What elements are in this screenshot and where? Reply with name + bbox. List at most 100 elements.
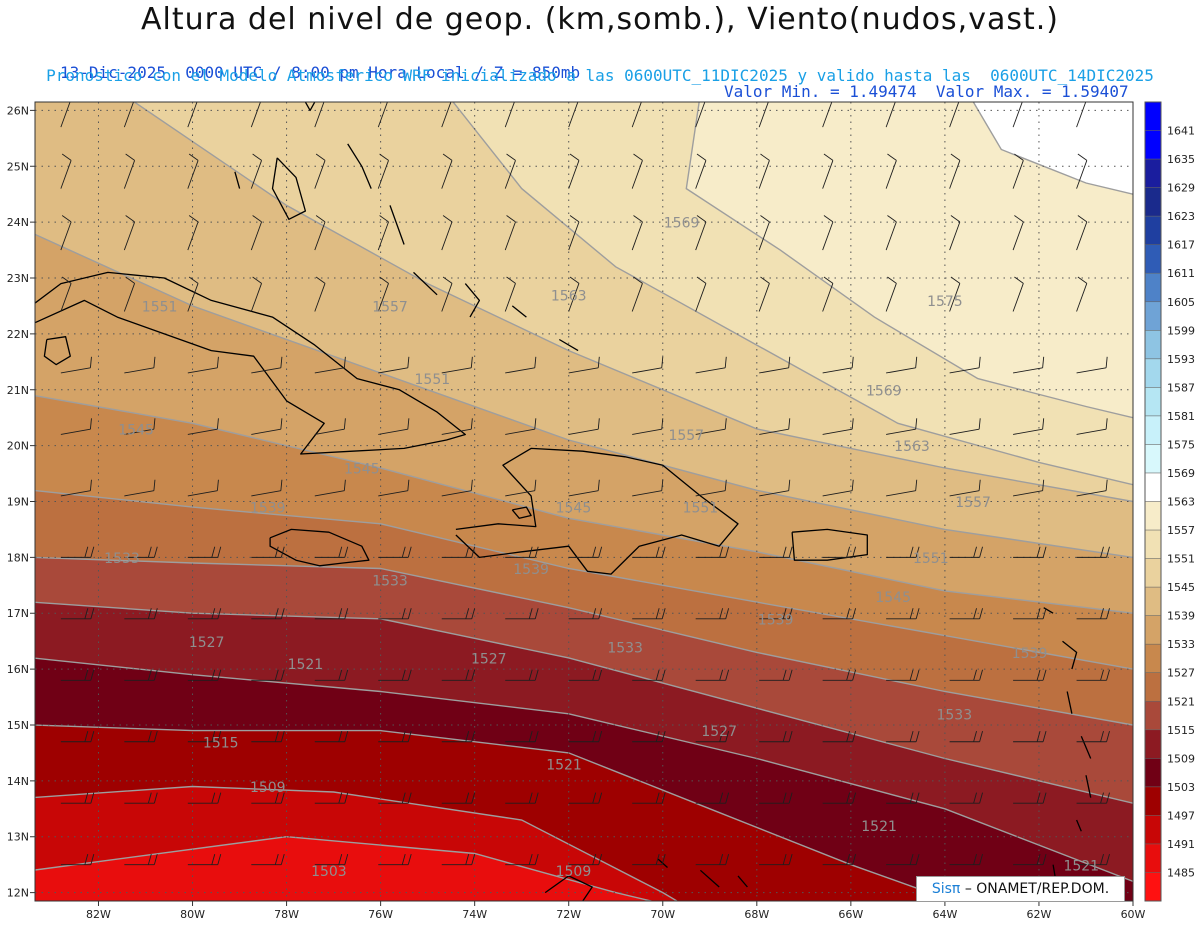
contour-label: 1521 [1063,858,1099,874]
wind-barb [886,490,916,497]
wind-barb-feather [1042,608,1047,619]
coastline [1080,735,1092,759]
wind-barb-feather [1036,731,1041,742]
wind-barb-feather [979,853,983,865]
wind-barb-feather [338,731,343,742]
wind-barb [759,428,789,435]
wind-barb-feather [782,608,787,619]
wind-barb [60,221,72,251]
wind-barb-feather [471,608,476,619]
wind-barb-feather [153,792,158,804]
wind-barb [505,367,535,374]
wind-barb-feather [655,792,660,804]
wind-barb-feather [379,215,389,223]
colorbar-swatch [1145,102,1161,132]
wind-barb-feather [782,853,787,865]
wind-barb-feather [760,276,770,284]
colorbar-label: 1611 [1167,267,1195,280]
wind-barb [187,102,198,128]
wind-barb-feather [724,418,727,430]
wind-barb [187,428,218,435]
wind-barb [1076,428,1107,435]
wind-barb [822,490,853,497]
wind-barb [885,102,896,128]
wind-barb [949,490,980,497]
wind-barb-feather [61,276,72,284]
colorbar-swatch [1145,758,1161,788]
wind-barb-feather [909,792,914,804]
wind-barb-feather [592,669,597,681]
wind-barb-feather [274,546,279,558]
wind-barb [1013,428,1043,435]
wind-barb-feather [153,731,158,742]
wind-barb-feather [465,546,470,558]
wind-barb-feather [528,608,533,619]
contour-label: 1545 [118,422,154,438]
wind-barb-feather [851,356,854,368]
wind-barb [60,283,72,312]
wind-barb-feather [1100,608,1104,619]
wind-barb [377,160,389,189]
wind-barb [123,283,136,312]
lon-label: 60W [1121,908,1146,921]
contour-label: 1539 [513,562,549,578]
wind-barb [822,367,853,374]
colorbar-label: 1491 [1167,838,1195,851]
wind-barb-feather [338,608,343,619]
wind-barb [251,428,281,435]
wind-barb-feather [147,608,152,619]
lon-label: 62W [1027,908,1052,921]
wind-barb-feather [1014,153,1024,161]
wind-barb [378,367,408,374]
wind-barb [758,221,770,251]
lat-label: 15N [7,719,29,732]
colorbar-swatch [1145,358,1161,388]
contour-label: 1551 [683,501,719,517]
wind-barb [441,367,472,374]
wind-barb-feather [661,853,666,865]
contour-label: 1557 [668,428,704,444]
credit-text: – ONAMET/REP.DOM. [964,881,1110,897]
wind-barb-feather [725,546,730,558]
wind-barb [60,490,91,497]
wind-barb-feather [344,669,349,681]
wind-barb-feather [719,608,724,619]
wind-barb [886,428,916,435]
coastline [271,157,307,220]
wind-barb-feather [1106,792,1110,804]
wind-barb-feather [823,153,834,161]
wind-barb [949,221,961,251]
lon-label: 82W [86,908,111,921]
contour-label: 1521 [861,819,897,835]
wind-barb-feather [661,731,666,742]
wind-barb [822,221,834,251]
wind-barb [60,160,72,189]
contour-label: 1527 [701,724,737,740]
wind-barb [568,160,580,189]
wind-barb-feather [719,546,724,558]
wind-barb-feather [280,418,283,430]
wind-barb-feather [851,418,854,430]
wind-barb-feather [274,853,279,865]
wind-barb-feather [1042,792,1047,804]
wind-barb [187,160,199,189]
colorbar-label: 1629 [1167,182,1195,195]
wind-barb [441,102,452,128]
wind-barb-feather [598,669,603,681]
wind-barb-feather [528,546,533,558]
wind-barb-feather [788,479,791,491]
wind-barb-feather [1106,731,1110,742]
wind-barb-feather [696,276,707,284]
wind-barb-feather [471,731,476,742]
colorbar-swatch [1145,216,1161,246]
wind-barb [1012,221,1024,251]
wind-barb-feather [90,669,95,681]
wind-barb-feather [592,792,597,804]
contour-label: 1533 [104,551,140,567]
wind-barb-feather [598,608,603,619]
wind-barb [568,428,599,435]
wind-barb-feather [280,608,285,619]
contour-1503 [35,785,679,901]
wind-barb [631,160,643,189]
